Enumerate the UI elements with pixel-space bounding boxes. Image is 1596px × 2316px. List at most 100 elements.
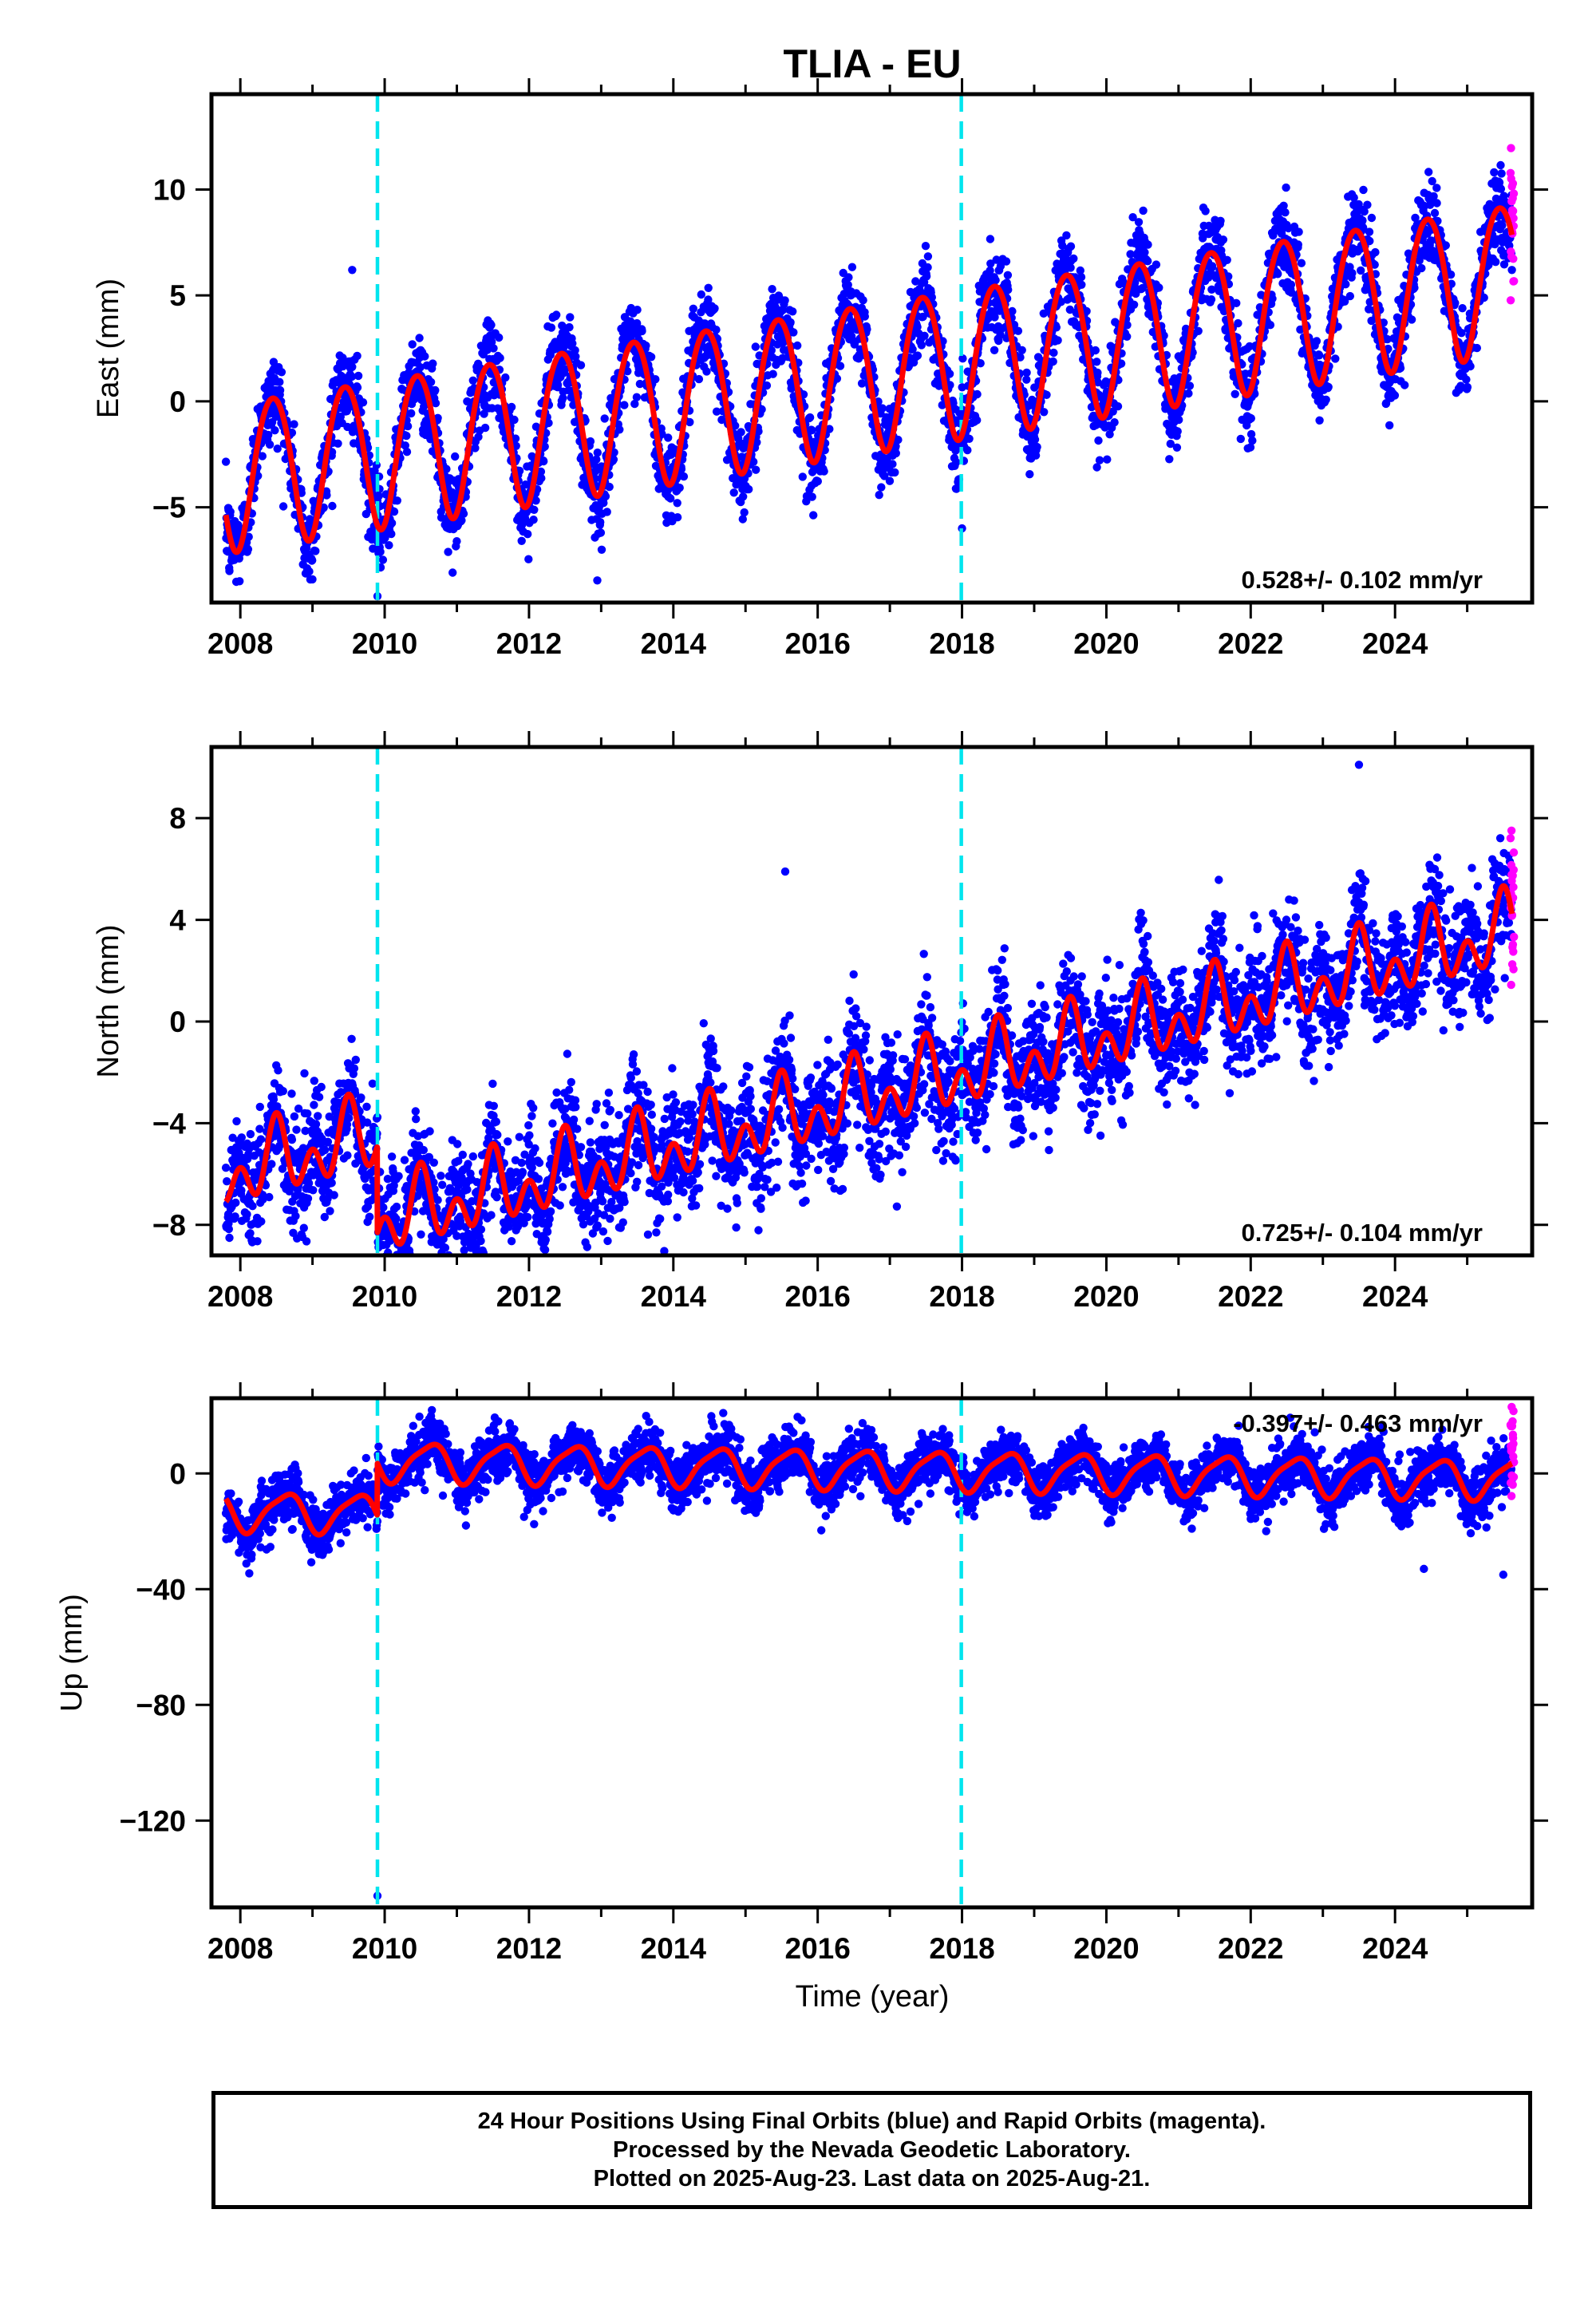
data-point <box>712 326 721 334</box>
data-point <box>480 409 488 418</box>
data-point <box>1004 285 1013 294</box>
east-panel: 2008 2010 2012 2014 2016 2018 2020 2022 2024−505… <box>92 78 1548 660</box>
data-point <box>471 444 480 453</box>
data-point <box>740 508 749 517</box>
data-point <box>1049 348 1058 358</box>
data-point <box>788 307 797 316</box>
data-point <box>1400 381 1409 389</box>
data-point <box>468 376 477 385</box>
data-point <box>1472 343 1482 353</box>
data-point <box>310 1077 318 1085</box>
data-point <box>243 545 253 554</box>
data-point <box>1172 443 1182 452</box>
rapid-point <box>1509 255 1518 263</box>
x-tick-label: 2012 <box>496 627 562 660</box>
data-point <box>689 304 697 313</box>
data-point <box>1462 375 1471 384</box>
data-point <box>1216 216 1225 225</box>
data-point <box>559 342 568 352</box>
data-point <box>615 425 624 434</box>
data-point <box>697 290 705 299</box>
data-point <box>1219 235 1228 244</box>
data-point <box>223 1177 231 1186</box>
data-point <box>264 430 273 440</box>
data-point <box>1110 418 1119 427</box>
data-point <box>1246 414 1256 423</box>
data-point <box>292 1125 301 1134</box>
data-point <box>274 1066 282 1075</box>
data-point <box>1417 263 1426 273</box>
data-point <box>376 547 385 556</box>
data-point <box>347 1034 356 1044</box>
data-point <box>1144 257 1152 266</box>
data-point <box>704 283 713 292</box>
data-point <box>1103 455 1112 464</box>
data-point <box>1013 326 1023 335</box>
data-point <box>878 404 887 413</box>
data-point <box>922 272 931 281</box>
data-point <box>1367 213 1377 223</box>
data-point <box>279 502 288 511</box>
data-point <box>561 365 570 373</box>
data-point <box>221 457 231 466</box>
data-point <box>973 389 982 399</box>
data-point <box>836 362 845 370</box>
data-point <box>965 434 974 443</box>
data-point <box>225 567 234 575</box>
data-point <box>809 511 818 520</box>
data-point <box>402 448 412 456</box>
data-point <box>991 275 1000 285</box>
data-point <box>1490 168 1499 177</box>
data-point <box>303 1109 312 1118</box>
data-point <box>675 484 684 492</box>
data-point <box>638 326 646 336</box>
data-point <box>227 1260 235 1268</box>
data-point <box>459 509 468 518</box>
data-point <box>540 442 549 451</box>
data-point <box>328 501 337 511</box>
data-point <box>317 1082 326 1092</box>
figure-title: TLIA - EU <box>783 41 961 86</box>
data-point <box>426 377 436 386</box>
data-point <box>990 346 999 354</box>
data-point <box>415 334 424 342</box>
data-point <box>1062 231 1071 240</box>
data-point <box>351 1055 360 1065</box>
data-point <box>920 331 929 340</box>
data-point <box>354 371 363 381</box>
data-point <box>287 1135 297 1144</box>
data-point <box>632 393 642 401</box>
data-point <box>1496 160 1505 170</box>
x-tick-label: 2022 <box>1218 627 1283 660</box>
north-panel: 2008 2010 2012 2014 2016 2018 2020 2022 2024−8−4… <box>92 731 1548 1313</box>
data-point <box>793 341 802 350</box>
data-point <box>267 1160 276 1168</box>
data-point <box>1155 283 1163 292</box>
data-point <box>389 507 399 516</box>
data-point <box>820 467 828 476</box>
data-point <box>1175 415 1183 425</box>
data-point <box>1407 315 1416 324</box>
y-tick-label: 10 <box>153 173 186 206</box>
data-point <box>1248 436 1257 445</box>
data-point <box>576 361 586 370</box>
data-point <box>303 1194 313 1203</box>
data-point <box>365 1212 374 1221</box>
data-point <box>1294 240 1303 249</box>
data-point <box>1201 207 1210 215</box>
data-point <box>334 439 342 448</box>
data-point <box>847 263 857 271</box>
data-point <box>299 1223 308 1232</box>
data-point <box>952 458 961 467</box>
data-point <box>273 445 282 453</box>
data-point <box>1234 318 1242 328</box>
data-point <box>1466 362 1475 371</box>
data-point <box>369 544 377 553</box>
data-point <box>336 413 345 421</box>
data-point <box>623 367 632 376</box>
data-point <box>426 435 435 444</box>
data-point <box>945 370 954 378</box>
data-point <box>860 312 870 321</box>
data-point <box>320 1145 330 1155</box>
